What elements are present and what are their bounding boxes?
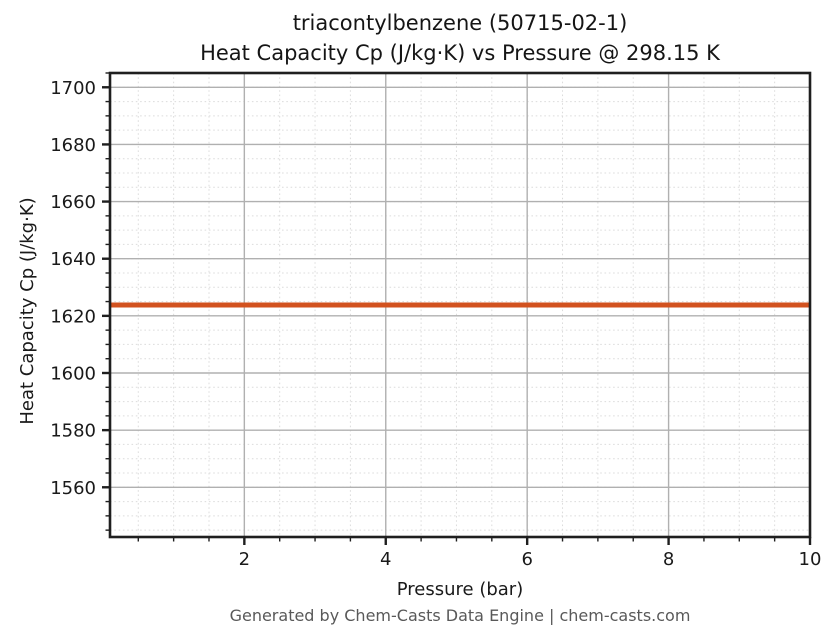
axes-spines: [108, 71, 812, 539]
plot-border: [108, 71, 812, 539]
y-tick-label-1620: 1620: [50, 306, 96, 327]
x-tick-label-2: 2: [239, 549, 250, 570]
y-axis-label: Heat Capacity Cp (J/kg·K): [17, 197, 38, 424]
chart-title-line1: triacontylbenzene (50715-02-1): [292, 11, 628, 35]
y-tick-label-1660: 1660: [50, 192, 96, 213]
x-tick-label-10: 10: [799, 549, 822, 570]
tick-labels: 2 4 6 8 10 1560 1580 1600 1620 1640 1660 1680 1700: [50, 78, 821, 570]
axis-ticks: [102, 72, 812, 545]
chart-title: triacontylbenzene (50715-02-1) Heat Capa…: [110, 8, 810, 68]
y-tick-label-1560: 1560: [50, 478, 96, 499]
x-tick-label-8: 8: [663, 549, 674, 570]
x-axis-label: Pressure (bar): [397, 579, 523, 600]
y-tick-label-1600: 1600: [50, 364, 96, 385]
y-tick-label-1700: 1700: [50, 78, 96, 99]
y-tick-label-1680: 1680: [50, 135, 96, 156]
chart-title-line2: Heat Capacity Cp (J/kg·K) vs Pressure @ …: [200, 41, 720, 65]
y-tick-label-1640: 1640: [50, 249, 96, 270]
grid-lines: [110, 72, 811, 537]
x-tick-label-4: 4: [380, 549, 391, 570]
attribution-footer: Generated by Chem-Casts Data Engine | ch…: [229, 606, 691, 625]
x-tick-label-6: 6: [521, 549, 532, 570]
y-tick-label-1580: 1580: [50, 421, 96, 442]
